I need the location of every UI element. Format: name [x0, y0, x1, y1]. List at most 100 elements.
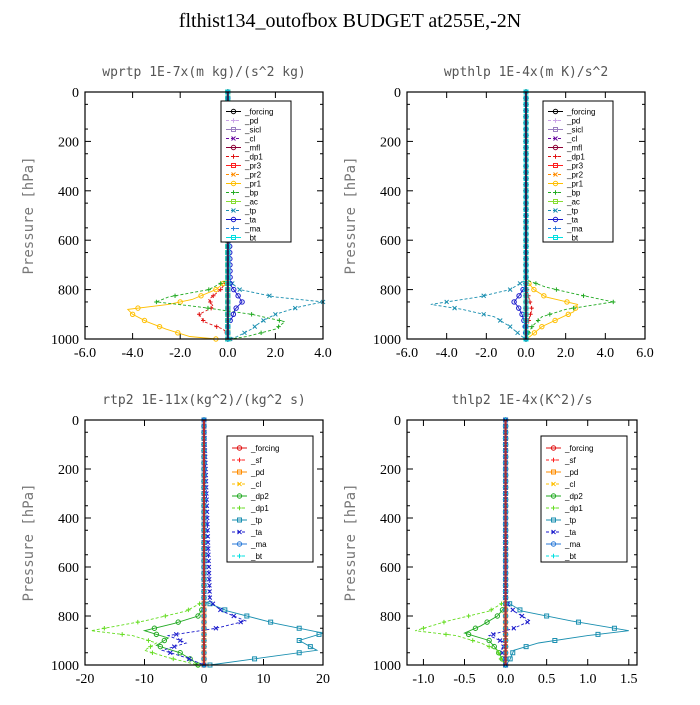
legend-marker: [551, 517, 556, 523]
legend-label: _pr3: [244, 162, 262, 171]
series-marker: [490, 632, 496, 637]
legend-marker: [231, 208, 236, 213]
legend-marker: [553, 190, 558, 195]
series-marker: [252, 324, 258, 330]
legend-marker: [550, 493, 557, 499]
series-marker: [517, 607, 523, 613]
legend-label: _pd: [566, 117, 580, 126]
y-tick-label: 200: [58, 135, 79, 150]
y-tick-label: 400: [58, 185, 79, 200]
series-marker: [535, 318, 541, 323]
chart-panel-1: wprtp 1E-7x(m kg)/(s^2 kg) Pressure [hPa]…: [21, 65, 332, 361]
series-marker: [244, 613, 250, 619]
legend-label: _forcing: [564, 444, 593, 453]
series-marker: [486, 637, 492, 644]
y-tick-label: 600: [380, 234, 401, 249]
series-marker: [218, 607, 223, 613]
series-marker: [177, 299, 183, 305]
legend-label: _ma: [250, 540, 267, 549]
series-marker: [611, 625, 617, 631]
legend-label: _mfl: [244, 144, 260, 153]
y-tick-label: 800: [58, 610, 79, 625]
x-tick-label: 20: [316, 672, 330, 687]
y-tick-label: 800: [58, 284, 79, 299]
series-marker: [497, 638, 503, 643]
series-marker: [496, 650, 501, 655]
series-marker: [222, 607, 228, 613]
series-marker: [491, 643, 497, 650]
x-tick-label: -1.0: [412, 672, 434, 687]
series-line-dp2: [142, 420, 205, 666]
legend-marker: [550, 541, 557, 547]
legend-label: _ac: [566, 198, 580, 207]
series-marker: [554, 287, 559, 292]
series-marker: [498, 656, 504, 662]
series-marker: [153, 631, 160, 638]
x-tick-label: 1.5: [620, 672, 638, 687]
legend-marker: [237, 553, 242, 559]
series-marker: [296, 625, 302, 631]
series-marker: [233, 305, 239, 311]
x-tick-label: 2.0: [267, 346, 285, 361]
x-tick-label: 1.0: [579, 672, 597, 687]
series-marker: [207, 595, 213, 600]
legend-label: _dp2: [564, 492, 583, 501]
series-marker: [533, 281, 539, 286]
legend-label: _ta: [244, 216, 257, 225]
plot-frame: [406, 91, 646, 340]
legend-marker: [553, 154, 558, 159]
legend-marker: [553, 208, 558, 213]
legend-label: _tp: [566, 207, 579, 216]
legend-marker: [551, 481, 556, 487]
series-marker: [151, 625, 158, 631]
legend-marker: [553, 199, 558, 204]
legend-label: _dp1: [566, 153, 585, 162]
plot-frame: [84, 419, 324, 666]
series-line-ta: [487, 420, 532, 665]
series-marker: [544, 613, 550, 619]
legend-marker: [237, 481, 242, 487]
legend-marker: [231, 199, 236, 204]
series-marker: [154, 299, 159, 305]
series-marker: [470, 638, 475, 643]
legend-label: _bt: [566, 234, 579, 243]
y-tick-label: 200: [58, 463, 79, 478]
series-marker: [119, 632, 125, 637]
series-marker: [517, 281, 523, 286]
series-marker: [466, 613, 471, 619]
legend-marker: [553, 172, 558, 177]
x-tick-label: -6.0: [396, 346, 418, 361]
series-marker: [135, 305, 141, 311]
series-line-tp: [227, 92, 324, 340]
legend-label: _pd: [564, 468, 578, 477]
series-marker: [292, 305, 298, 311]
series-marker: [539, 323, 545, 330]
series-line-pr1: [126, 92, 229, 340]
plot-frame: [84, 91, 324, 340]
series-marker: [206, 552, 211, 558]
legend-label: _pr1: [566, 180, 584, 189]
y-tick-label: 0: [394, 86, 401, 101]
series-marker: [237, 287, 243, 292]
series-marker: [261, 318, 266, 323]
series-marker: [238, 619, 244, 625]
series-marker: [541, 293, 547, 299]
legend-marker: [237, 517, 242, 523]
legend-label: _forcing: [566, 108, 595, 117]
series-marker: [218, 281, 223, 286]
legend-marker: [237, 505, 242, 511]
y-tick-label: 600: [58, 234, 79, 249]
series-marker: [507, 324, 513, 330]
series-marker: [235, 293, 241, 299]
series-marker: [230, 311, 237, 317]
y-axis-label: Pressure [hPa]: [343, 156, 359, 274]
legend-label: _dp1: [564, 504, 583, 513]
y-tick-label: 0: [72, 86, 79, 101]
series-marker: [197, 601, 202, 606]
series-marker: [494, 613, 501, 619]
chart-title: thlp2 1E-4x(K^2)/s: [452, 393, 593, 408]
series-marker: [205, 305, 211, 311]
legend-label: _pr3: [566, 162, 584, 171]
series-marker: [516, 293, 522, 299]
series-marker: [273, 311, 278, 317]
